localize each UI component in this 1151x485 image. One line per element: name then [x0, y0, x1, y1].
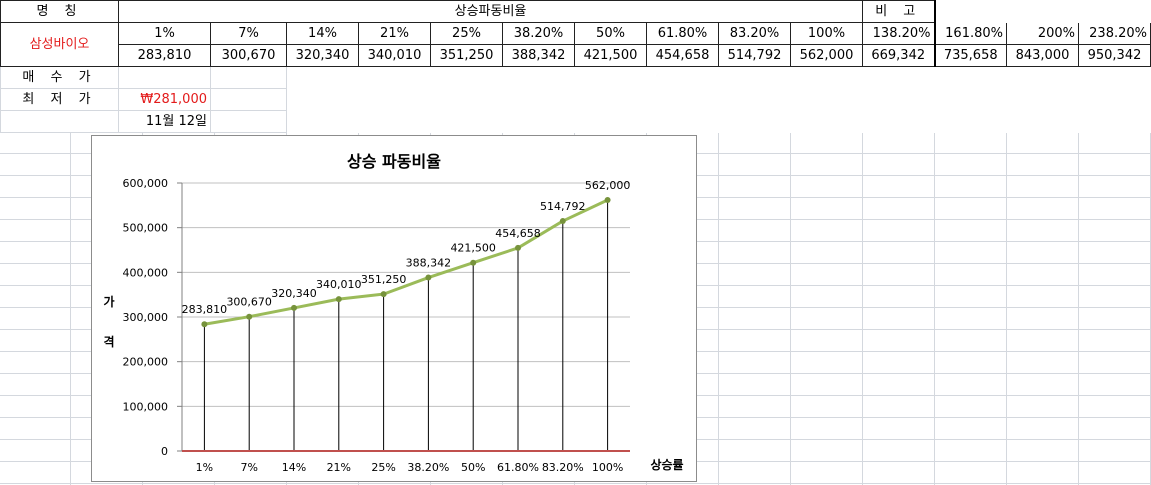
ratio-cell[interactable]: 61.80%	[646, 22, 719, 45]
ratio-cell[interactable]: 161.80%	[934, 22, 1007, 45]
data-label: 562,000	[585, 179, 631, 192]
data-label: 340,010	[316, 278, 362, 291]
ratio-cell[interactable]: 100%	[790, 22, 863, 45]
data-label: 514,792	[540, 200, 586, 213]
ratio-cell[interactable]: 25%	[430, 22, 503, 45]
empty-cell[interactable]	[0, 110, 119, 133]
data-label: 283,810	[182, 303, 228, 316]
price-cell[interactable]: 351,250	[430, 44, 503, 67]
ratio-header-cell[interactable]: 상승파동비율	[118, 0, 863, 23]
empty-cell[interactable]	[287, 111, 1151, 133]
spreadsheet-table: 명 칭 상승파동비율 비 고 삼성바이오 1% 7% 14% 21% 25% 3…	[0, 0, 1151, 133]
x-tick-label: 61.80%	[497, 461, 539, 474]
ratio-cell[interactable]: 38.20%	[502, 22, 575, 45]
ratio-cell[interactable]: 7%	[210, 22, 287, 45]
buy-price-value-cell[interactable]	[118, 66, 211, 89]
x-tick-label: 83.20%	[542, 461, 584, 474]
data-point	[470, 259, 477, 266]
ratio-cell[interactable]: 50%	[574, 22, 647, 45]
price-cell[interactable]: 283,810	[118, 44, 211, 67]
low-price-label-cell[interactable]: 최 저 가	[0, 88, 119, 111]
price-cell[interactable]: 514,792	[718, 44, 791, 67]
series-line	[204, 198, 609, 326]
date-row: 11월 12일	[0, 110, 1151, 133]
data-label: 421,500	[450, 242, 496, 255]
data-label: 454,658	[495, 227, 541, 240]
y-tick-label: 200,000	[123, 356, 169, 369]
ratio-cell[interactable]: 238.20%	[1078, 22, 1151, 45]
ratio-cell[interactable]: 138.20%	[862, 22, 936, 45]
buy-price-label-cell[interactable]: 매 수 가	[0, 66, 119, 89]
empty-cell[interactable]	[210, 66, 287, 89]
price-cell[interactable]: 388,342	[502, 44, 575, 67]
x-tick-label: 7%	[240, 461, 257, 474]
data-point	[246, 313, 253, 320]
price-cell[interactable]: 454,658	[646, 44, 719, 67]
y-tick-label: 300,000	[123, 311, 169, 324]
note-header-cell[interactable]: 비 고	[862, 0, 936, 23]
data-point	[425, 274, 432, 281]
y-tick-label: 100,000	[123, 400, 169, 413]
line-chart: 0 100,000 200,000 300,000 400,000 500,000 600,…	[103, 152, 683, 474]
ratio-row: 삼성바이오 1% 7% 14% 21% 25% 38.20% 50% 61.80…	[0, 22, 1151, 67]
price-cell[interactable]: 562,000	[790, 44, 863, 67]
price-cell[interactable]: 843,000	[1006, 44, 1079, 67]
data-point	[380, 291, 387, 298]
data-point	[335, 296, 342, 303]
price-row: 283,810 300,670 320,340 340,010 351,250 …	[1, 44, 1151, 67]
data-label: 300,670	[226, 296, 272, 309]
empty-cell[interactable]	[1079, 1, 1151, 23]
price-cell[interactable]: 300,670	[210, 44, 287, 67]
data-point	[559, 218, 566, 225]
price-cell[interactable]: 421,500	[574, 44, 647, 67]
buy-price-row: 매 수 가	[0, 66, 1151, 89]
ratio-cell[interactable]: 200%	[1006, 22, 1079, 45]
ratio-cell[interactable]: 21%	[358, 22, 431, 45]
x-axis-title: 상승률	[650, 457, 683, 472]
ratio-cell[interactable]: 83.20%	[718, 22, 791, 45]
empty-cell[interactable]	[287, 67, 1151, 89]
x-tick-label: 38.20%	[407, 461, 449, 474]
price-cell[interactable]: 340,010	[358, 44, 431, 67]
low-price-row: 최 저 가 ₩281,000	[0, 88, 1151, 111]
data-label: 320,340	[271, 287, 317, 300]
low-price-value-cell[interactable]: ₩281,000	[118, 88, 211, 111]
chart-title: 상승 파동비율	[347, 152, 441, 171]
empty-cell[interactable]	[287, 89, 1151, 111]
empty-cell[interactable]	[210, 88, 287, 111]
data-label: 388,342	[406, 257, 452, 270]
header-row: 명 칭 상승파동비율 비 고	[0, 0, 1151, 23]
x-tick-label: 1%	[196, 461, 213, 474]
y-tick-label: 600,000	[123, 177, 169, 190]
x-tick-label: 14%	[282, 461, 306, 474]
ratio-cell[interactable]: 14%	[286, 22, 359, 45]
data-point	[604, 196, 611, 203]
stock-name-cell[interactable]: 삼성바이오	[0, 22, 119, 67]
name-header-cell[interactable]: 명 칭	[0, 0, 119, 23]
ratio-cell[interactable]: 1%	[118, 22, 211, 45]
x-tick-label: 50%	[461, 461, 485, 474]
empty-cell[interactable]	[210, 110, 287, 133]
price-cell[interactable]: 320,340	[286, 44, 359, 67]
data-point	[201, 321, 208, 328]
x-tick-label: 100%	[592, 461, 623, 474]
data-point	[515, 244, 521, 251]
empty-cell[interactable]	[1007, 1, 1079, 23]
x-tick-label: 21%	[327, 461, 351, 474]
empty-cell[interactable]	[935, 1, 1007, 23]
price-cell[interactable]: 669,342	[862, 44, 936, 67]
x-tick-label: 25%	[371, 461, 395, 474]
price-cell[interactable]: 735,658	[934, 44, 1007, 67]
y-tick-label: 0	[161, 445, 168, 458]
chart-object[interactable]: 0 100,000 200,000 300,000 400,000 500,000 600,…	[91, 135, 697, 482]
data-label: 351,250	[361, 273, 407, 286]
y-tick-label: 400,000	[123, 266, 169, 279]
date-cell[interactable]: 11월 12일	[118, 110, 211, 133]
y-tick-label: 500,000	[123, 222, 169, 235]
data-point	[291, 304, 297, 311]
price-cell[interactable]: 950,342	[1078, 44, 1151, 67]
